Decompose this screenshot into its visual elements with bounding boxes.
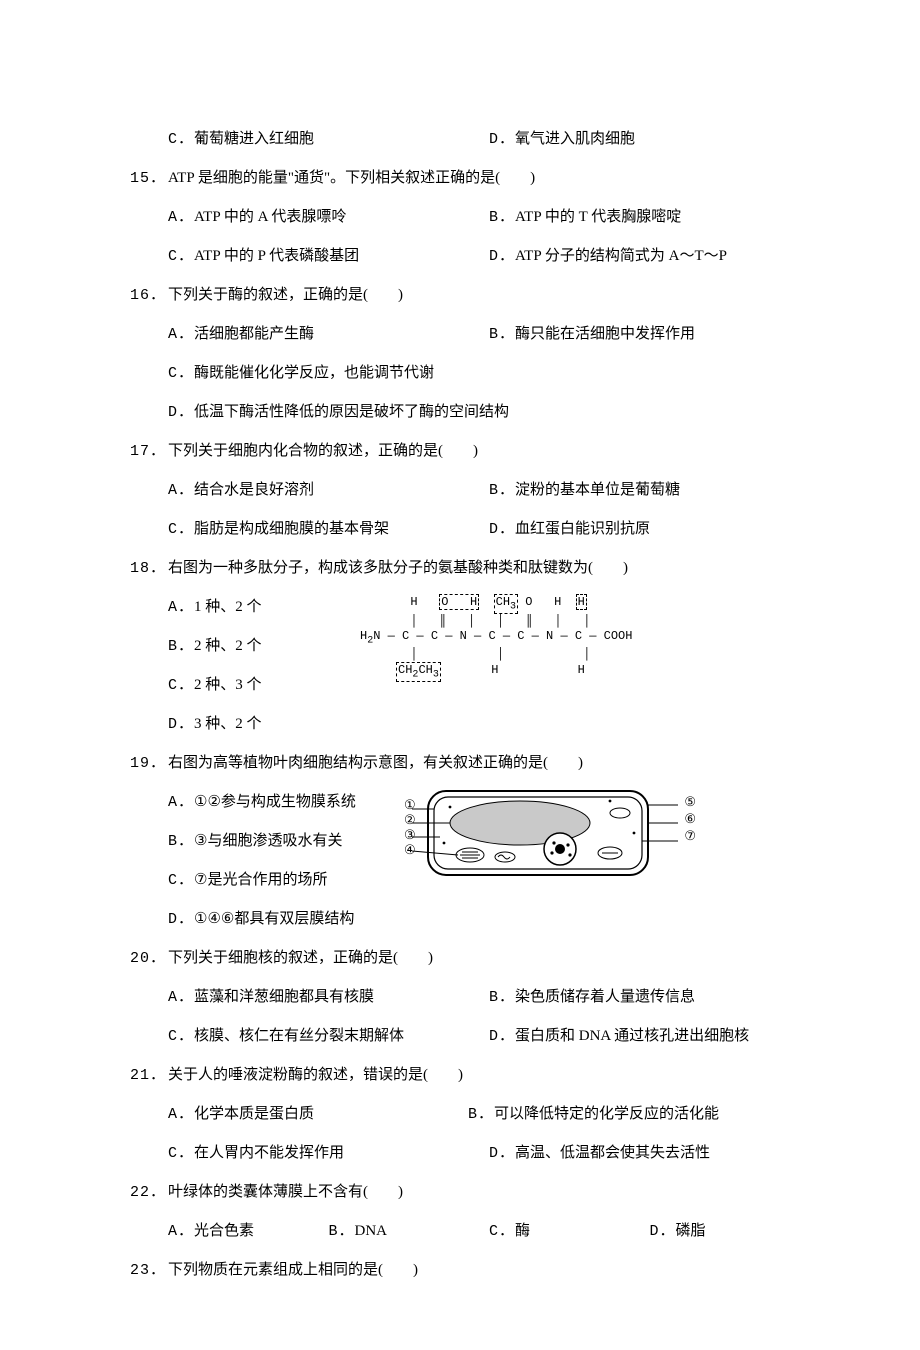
q18-option-d: D．3 种、2 个 bbox=[130, 705, 810, 744]
cell-label-3: ③ bbox=[404, 827, 416, 842]
cell-label-4: ④ bbox=[404, 842, 416, 857]
q20-option-c: C．核膜、核仁在有丝分裂末期解体 bbox=[168, 1017, 489, 1056]
q21-option-c: C．在人胃内不能发挥作用 bbox=[168, 1134, 489, 1173]
q21-option-d: D．高温、低温都会使其失去活性 bbox=[489, 1134, 810, 1173]
q21: 21． 关于人的唾液淀粉酶的叙述，错误的是( ) bbox=[130, 1056, 810, 1095]
q17-option-c: C．脂肪是构成细胞膜的基本骨架 bbox=[168, 510, 489, 549]
q15-option-c: C．ATP 中的 P 代表磷酸基团 bbox=[168, 237, 489, 276]
cell-label-2: ② bbox=[404, 812, 416, 827]
q22-option-d: D．磷脂 bbox=[650, 1212, 811, 1251]
q17-option-d: D．血红蛋白能识别抗原 bbox=[489, 510, 810, 549]
question-number: 15． bbox=[130, 159, 168, 198]
option-label: D． bbox=[489, 131, 515, 148]
q16-option-c: C．酶既能催化化学反应，也能调节代谢 bbox=[130, 354, 810, 393]
q17: 17． 下列关于细胞内化合物的叙述，正确的是( ) bbox=[130, 432, 810, 471]
q21-option-b: B．可以降低特定的化学反应的活化能 bbox=[468, 1095, 810, 1134]
q23: 23． 下列物质在元素组成上相同的是( ) bbox=[130, 1251, 810, 1290]
q22-option-b: B．DNA bbox=[329, 1212, 490, 1251]
q14-option-d: D．氧气进入肌肉细胞 bbox=[489, 120, 810, 159]
cell-label-7: ⑦ bbox=[684, 827, 696, 844]
q16-option-a: A．活细胞都能产生酶 bbox=[168, 315, 489, 354]
q21-option-a: A．化学本质是蛋白质 bbox=[168, 1095, 468, 1134]
peptide-figure: H O H CH3 O H H │ ║ │ │ ║ │ │ H2N — C — … bbox=[360, 594, 700, 682]
cell-label-1: ① bbox=[404, 797, 416, 812]
plant-cell-figure: ① ② ③ ④ ⑤ ⑥ ⑦ bbox=[410, 783, 690, 899]
q16-option-b: B．酶只能在活细胞中发挥作用 bbox=[489, 315, 810, 354]
option-text: 氧气进入肌肉细胞 bbox=[515, 131, 635, 147]
q20-option-d: D．蛋白质和 DNA 通过核孔进出细胞核 bbox=[489, 1017, 810, 1056]
cell-label-6: ⑥ bbox=[684, 810, 696, 827]
q14-option-c: C．葡萄糖进入红细胞 bbox=[168, 120, 489, 159]
q15-option-d: D．ATP 分子的结构简式为 A～T～P bbox=[489, 237, 810, 276]
option-text: 葡萄糖进入红细胞 bbox=[194, 131, 314, 147]
q18: 18． 右图为一种多肽分子，构成该多肽分子的氨基酸种类和肽键数为( ) bbox=[130, 549, 810, 588]
q15-option-b: B．ATP 中的 T 代表胸腺嘧啶 bbox=[489, 198, 810, 237]
q15-option-a: A．ATP 中的 A 代表腺嘌呤 bbox=[168, 198, 489, 237]
q22: 22． 叶绿体的类囊体薄膜上不含有( ) bbox=[130, 1173, 810, 1212]
q20: 20． 下列关于细胞核的叙述，正确的是( ) bbox=[130, 939, 810, 978]
cell-label-5: ⑤ bbox=[684, 793, 696, 810]
q15: 15． ATP 是细胞的能量"通货"。下列相关叙述正确的是( ) bbox=[130, 159, 810, 198]
q17-option-a: A．结合水是良好溶剂 bbox=[168, 471, 489, 510]
q22-option-a: A．光合色素 bbox=[168, 1212, 329, 1251]
question-stem: ATP 是细胞的能量"通货"。下列相关叙述正确的是( ) bbox=[168, 159, 810, 198]
q19: 19． 右图为高等植物叶肉细胞结构示意图，有关叙述正确的是( ) bbox=[130, 744, 810, 783]
q16: 16． 下列关于酶的叙述，正确的是( ) bbox=[130, 276, 810, 315]
q16-option-d: D．低温下酶活性降低的原因是破坏了酶的空间结构 bbox=[130, 393, 810, 432]
q19-option-d: D．①④⑥都具有双层膜结构 bbox=[130, 900, 810, 939]
q20-option-b: B．染色质储存着人量遗传信息 bbox=[489, 978, 810, 1017]
q17-option-b: B．淀粉的基本单位是葡萄糖 bbox=[489, 471, 810, 510]
option-label: C． bbox=[168, 131, 194, 148]
q22-option-c: C．酶 bbox=[489, 1212, 650, 1251]
q20-option-a: A．蓝藻和洋葱细胞都具有核膜 bbox=[168, 978, 489, 1017]
